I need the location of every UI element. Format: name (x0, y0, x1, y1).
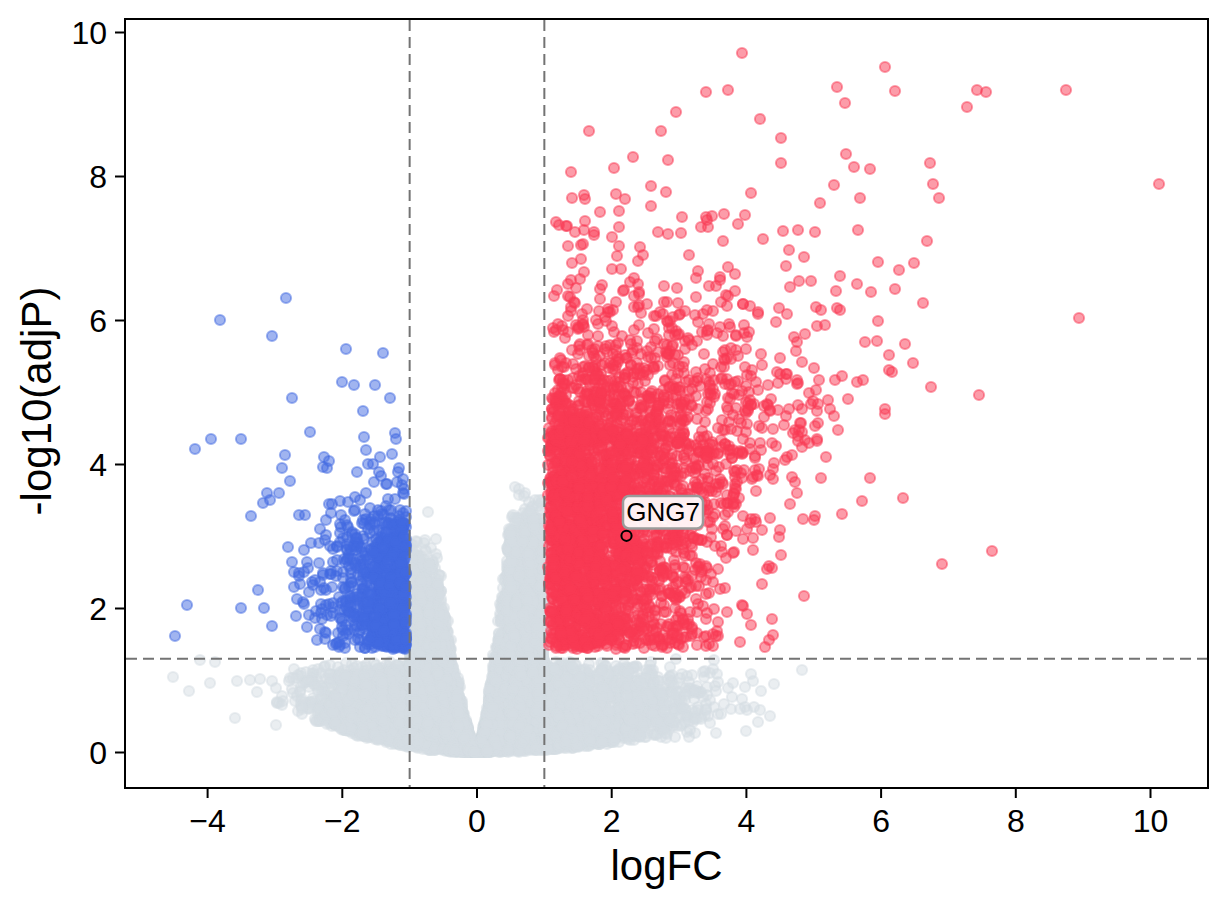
svg-text:−2: −2 (324, 803, 360, 839)
svg-text:2: 2 (89, 591, 107, 627)
svg-text:−4: −4 (189, 803, 225, 839)
svg-text:4: 4 (738, 803, 756, 839)
svg-text:logFC: logFC (610, 842, 722, 889)
svg-text:6: 6 (872, 803, 890, 839)
svg-text:8: 8 (1007, 803, 1025, 839)
svg-text:-log10(adjP): -log10(adjP) (13, 287, 60, 516)
svg-text:0: 0 (89, 735, 107, 771)
svg-text:10: 10 (1133, 803, 1169, 839)
svg-text:GNG7: GNG7 (626, 497, 700, 527)
svg-text:4: 4 (89, 447, 107, 483)
svg-text:10: 10 (71, 15, 107, 51)
svg-text:2: 2 (603, 803, 621, 839)
svg-text:8: 8 (89, 159, 107, 195)
svg-text:0: 0 (468, 803, 486, 839)
svg-text:6: 6 (89, 303, 107, 339)
